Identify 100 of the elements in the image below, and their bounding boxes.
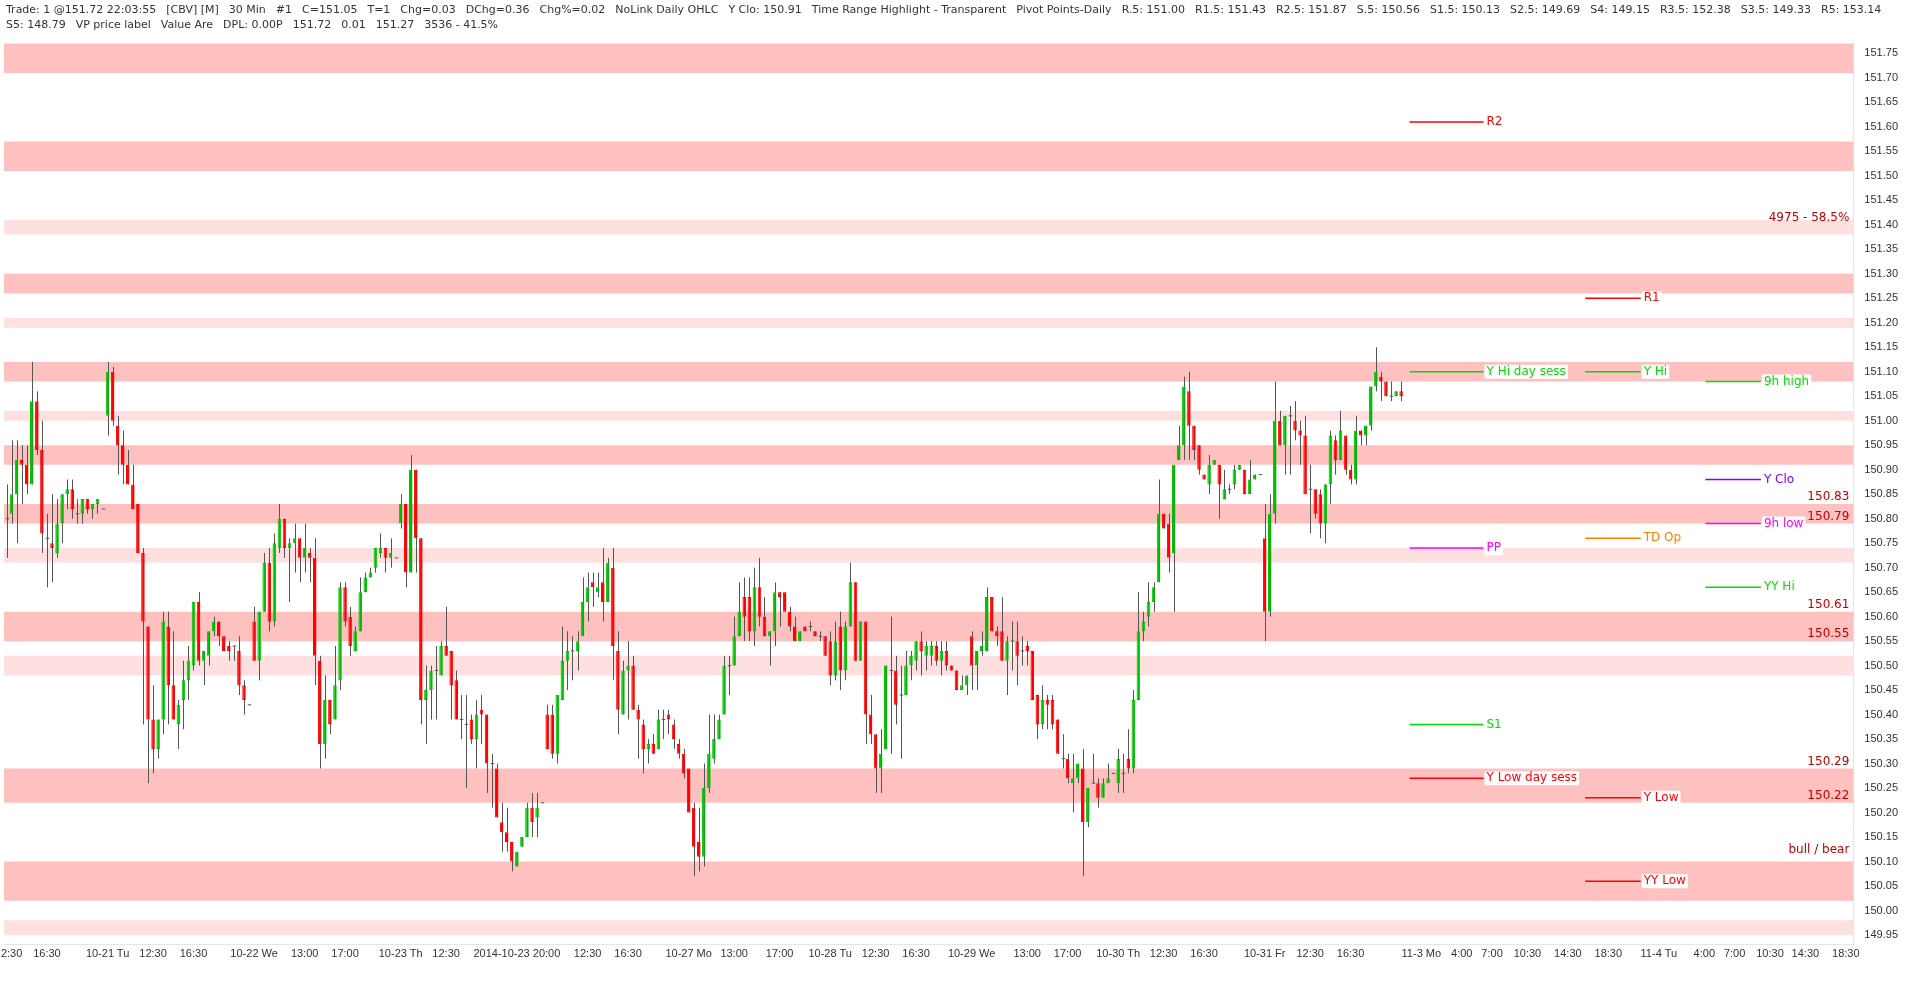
- y-tick-label: 150.45: [1864, 683, 1899, 696]
- x-tick-label: 17:00: [765, 947, 794, 960]
- text: R1.5: 151.43: [1195, 3, 1266, 16]
- x-tick-label: 10-22 We: [230, 947, 278, 960]
- y-tick-label: 150.00: [1864, 903, 1899, 916]
- x-tick-label: 13:00: [1013, 947, 1041, 960]
- annotation: 150.83: [1807, 489, 1850, 504]
- y-tick-label: 150.90: [1864, 462, 1899, 475]
- y-tick-label: 151.75: [1864, 46, 1899, 59]
- y-tick-label: 150.40: [1864, 707, 1899, 720]
- ref-line-label: R2: [1486, 114, 1503, 129]
- y-tick-label: 151.55: [1864, 144, 1899, 157]
- text: S2.5: 149.69: [1510, 3, 1581, 16]
- ref-line-label: Y Low day sess: [1485, 770, 1578, 785]
- y-tick-label: 151.05: [1864, 389, 1899, 402]
- y-tick-label: 150.35: [1864, 732, 1899, 745]
- text: Chg=0.03: [400, 3, 456, 16]
- ref-line-label: YY Low: [1642, 873, 1686, 888]
- x-tick-label: 7:00: [1723, 947, 1746, 960]
- x-tick-label: 13:00: [720, 947, 748, 960]
- x-tick-label: 17:00: [1053, 947, 1082, 960]
- x-tick-label: 18:30: [1594, 947, 1623, 960]
- text: NoLink Daily OHLC: [615, 3, 719, 16]
- ref-line-label: TD Op: [1642, 530, 1682, 545]
- x-tick-label: 4:00: [1693, 947, 1716, 960]
- y-tick-label: 151.15: [1864, 340, 1899, 353]
- x-tick-label: 10-29 We: [947, 947, 996, 960]
- y-tick-label: 150.30: [1864, 756, 1899, 769]
- x-tick-label: 10-23 Th: [378, 947, 423, 960]
- text: R5: 153.14: [1820, 3, 1882, 16]
- y-tick-label: 151.50: [1864, 168, 1899, 181]
- x-tick-label: 10-21 Tu: [85, 947, 130, 960]
- y-tick-label: 150.15: [1864, 830, 1899, 843]
- annotation: 150.55: [1807, 626, 1850, 641]
- ref-line-label: 9h high: [1763, 373, 1810, 388]
- ref-line-label: PP: [1486, 540, 1501, 555]
- x-tick-label: 16:30: [902, 947, 930, 960]
- x-tick-label: 4:00: [1451, 947, 1473, 960]
- text: R3.5: 152.38: [1659, 3, 1731, 16]
- y-tick-label: 151.10: [1864, 364, 1899, 377]
- text: R.5: 151.00: [1121, 3, 1186, 16]
- ref-line-label: Y Low: [1642, 789, 1679, 804]
- y-tick-label: 150.75: [1864, 536, 1899, 549]
- x-tick-label: 10-31 Fr: [1243, 947, 1286, 960]
- text: 151.72: [292, 18, 332, 31]
- text: R2.5: 151.87: [1275, 3, 1347, 16]
- text: DPL: 0.00P: [223, 18, 283, 31]
- x-tick-label: 11-3 Mo: [1401, 947, 1442, 960]
- x-tick-label: 16:30: [1336, 947, 1365, 960]
- x-tick-label: 16:30: [1190, 947, 1218, 960]
- x-tick-label: 18:30: [1832, 947, 1860, 960]
- x-tick-label: 14:30: [1554, 947, 1582, 960]
- text: S4: 149.15: [1590, 3, 1650, 16]
- ref-line-label: Y Clo: [1762, 471, 1795, 486]
- y-tick-label: 150.50: [1864, 658, 1899, 671]
- y-tick-label: 151.60: [1864, 119, 1899, 132]
- annotation: bull / bear: [1788, 841, 1850, 856]
- y-tick-label: 149.95: [1864, 928, 1899, 941]
- x-tick-label: 2:30: [0, 947, 23, 960]
- x-tick-label: 12:30: [573, 947, 602, 960]
- text: 0.01: [341, 18, 366, 31]
- y-tick-label: 151.30: [1864, 266, 1899, 279]
- ref-line-label: Y Hi day sess: [1485, 363, 1566, 378]
- y-tick-label: 150.10: [1864, 854, 1899, 867]
- y-tick-label: 151.35: [1864, 242, 1899, 255]
- y-tick-label: 151.65: [1864, 95, 1899, 108]
- y-tick-label: 150.20: [1864, 805, 1899, 818]
- y-tick-label: 150.70: [1864, 560, 1899, 573]
- y-tick-label: 150.85: [1864, 487, 1899, 500]
- text: S1.5: 150.13: [1429, 3, 1501, 16]
- ref-line-label: 9h low: [1763, 515, 1804, 530]
- annotation: 150.61: [1807, 596, 1850, 611]
- x-tick-label: 16:30: [33, 947, 61, 960]
- x-tick-label: 11-4 Tu: [1640, 947, 1678, 960]
- annotation: 150.29: [1807, 753, 1850, 768]
- text: DChg=0.36: [465, 3, 530, 16]
- text: Y Clo: 150.91: [728, 3, 802, 16]
- text: 30 Min: [228, 3, 266, 16]
- text: Pivot Points-Daily: [1016, 3, 1112, 16]
- y-tick-label: 151.20: [1864, 315, 1899, 328]
- y-tick-label: 151.70: [1864, 70, 1899, 83]
- ref-line-label: S1: [1486, 716, 1502, 731]
- x-tick-label: 2014-10-23 20:00: [473, 947, 561, 960]
- annotation: 150.22: [1807, 787, 1850, 802]
- text: S3.5: 149.33: [1740, 3, 1811, 16]
- x-tick-label: 13:00: [290, 947, 319, 960]
- text: Trade: 1 @151.72 22:03:55: [6, 3, 157, 16]
- x-tick-label: 10-27 Mo: [665, 947, 712, 960]
- x-tick-label: 12:30: [1149, 947, 1178, 960]
- x-tick-label: 12:30: [861, 947, 890, 960]
- x-tick-label: 14:30: [1791, 947, 1820, 960]
- annotation: 4975 - 58.5%: [1768, 209, 1850, 224]
- x-tick-label: 10:30: [1756, 947, 1784, 960]
- x-tick-label: 10-30 Th: [1096, 947, 1141, 960]
- y-tick-label: 151.00: [1864, 413, 1899, 426]
- y-tick-label: 150.25: [1864, 781, 1899, 794]
- y-tick-label: 150.80: [1864, 511, 1899, 524]
- text: 3536 - 41.5%: [424, 18, 499, 31]
- ref-line-label: R1: [1643, 290, 1660, 305]
- x-tick-label: 7:00: [1481, 947, 1503, 960]
